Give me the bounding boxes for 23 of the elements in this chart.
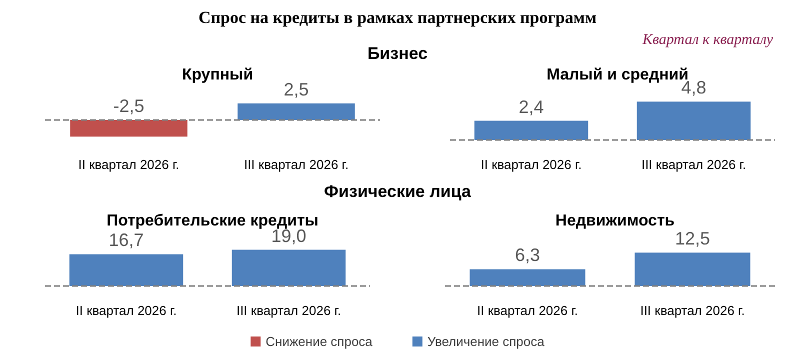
text: Физические лица (323, 182, 472, 202)
text: Квартал к кварталу (642, 32, 773, 49)
text: Спрос на кредиты в рамках партнерских программ (197, 8, 598, 28)
x-tick-label: II квартал 2026 г. (76, 303, 177, 318)
data-label: 2,5 (284, 79, 309, 100)
data-label: -2,5 (113, 96, 144, 116)
data-label: 6,3 (514, 245, 540, 266)
chart-title: Крупный (182, 66, 254, 84)
x-tick-label: II квартал 2026 г. (78, 157, 180, 172)
data-label: 16,7 (108, 230, 144, 250)
legend-label: Увеличение спроса (427, 334, 546, 349)
data-label: 2,4 (518, 96, 544, 117)
x-tick-label: III квартал 2026 г. (236, 303, 342, 318)
text: Бизнес (367, 44, 428, 63)
x-tick-label: II квартал 2026 г. (480, 157, 582, 172)
x-tick-label: II квартал 2026 г. (477, 303, 578, 318)
legend-label: Снижение спроса (266, 334, 374, 349)
x-tick-label: III квартал 2026 г. (244, 157, 349, 172)
chart-title: Потребительские кредиты (106, 212, 318, 230)
x-tick-label: III квартал 2026 г. (641, 157, 746, 172)
data-label: 12,5 (674, 228, 710, 249)
x-tick-label: III квартал 2026 г. (640, 303, 745, 318)
chart-title: Недвижимость (555, 212, 675, 230)
